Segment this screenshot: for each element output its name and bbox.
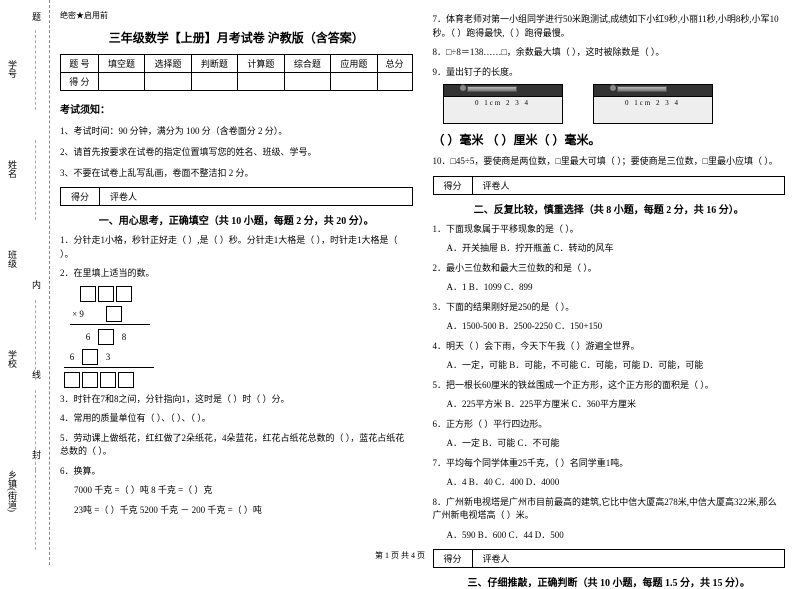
mult-row: × 9: [70, 306, 150, 325]
th: 判断题: [191, 55, 237, 73]
digit: 6: [80, 332, 96, 342]
ruler-ticks: 0 1cm 2 3 4: [449, 99, 557, 107]
score-label: 得分: [61, 188, 100, 205]
question: 8．广州新电视塔是广州市目前最高的建筑,它比中信大厦高278米,中信大厦高322…: [433, 496, 786, 523]
mult-row: 6 8: [80, 329, 413, 345]
side-label: 乡镇(街道): [6, 470, 19, 512]
score-header-table: 题 号 填空题 选择题 判断题 计算题 综合题 应用题 总分 得 分: [60, 54, 413, 91]
th: 填空题: [98, 55, 144, 73]
page-footer: 第 1 页 共 4 页: [0, 550, 800, 561]
side-label: 班级: [6, 250, 19, 268]
question: 6．换算。: [60, 465, 413, 479]
side-label: 学号: [6, 60, 19, 78]
side-label: 题: [30, 12, 43, 21]
rule-item: 2、请首先按要求在试卷的指定位置填写您的姓名、班级、学号。: [60, 145, 413, 158]
td: [284, 73, 330, 91]
question: 5．把一根长60厘米的铁丝围成一个正方形，这个正方形的面积是（ ）。: [433, 379, 786, 393]
cut-mark: 内: [30, 280, 43, 289]
digit: 8: [116, 332, 132, 342]
th: 题 号: [61, 55, 99, 73]
section-title: 二、反复比较，慎重选择（共 8 小题，每题 2 分，共 16 分）。: [433, 201, 786, 216]
question: 8．□÷8＝138……□，余数最大填（ ），这时被除数是（ ）。: [433, 46, 786, 60]
section-title: 三、仔细推敲，正确判断（共 10 小题，每题 1.5 分，共 15 分）。: [433, 574, 786, 589]
question-sub: 23吨 =（ ）千克 5200 千克 － 200 千克 =（ ）吨: [74, 504, 413, 518]
mult-row: [80, 286, 413, 302]
score-label: 得分: [434, 177, 473, 194]
td: [98, 73, 144, 91]
question: 3．时针在7和8之间，分针指向1，这时是（ ）时（ ）分。: [60, 393, 413, 407]
mult-row: 6 3: [64, 349, 154, 368]
side-label: 学校: [6, 350, 19, 368]
question: 7．平均每个同学体重25千克，（ ）名同学重1吨。: [433, 457, 786, 471]
td: [331, 73, 377, 91]
left-column: 绝密★启用前 三年级数学【上册】月考试卷 沪教版（含答案） 题 号 填空题 选择…: [60, 10, 413, 560]
question-sub: 7000 千克 =（ ）吨 8 千克 =（ ）克: [74, 484, 413, 498]
grader-label: 评卷人: [473, 177, 520, 194]
digit: 3: [100, 352, 116, 362]
question: 2．在里填上适当的数。: [60, 267, 413, 281]
question: 4．常用的质量单位有（ ）、（ ）、（ ）。: [60, 412, 413, 426]
score-box: 得分 评卷人: [433, 176, 786, 195]
question: 10．□45÷5，要使商是两位数，□里最大可填（ ）；要使商是三位数，□里最小应…: [433, 155, 786, 169]
mult-sign: × 9: [70, 309, 86, 319]
digit: 6: [64, 352, 80, 362]
question: 7．体育老师对第一小组同学进行50米跑测试,成绩如下小红9秒,小丽11秒,小明8…: [433, 13, 786, 40]
options: A．4 B．40 C．400 D．4000: [447, 476, 786, 490]
question: 4．明天（ ）会下雨，今天下午我（ ）游遍全世界。: [433, 340, 786, 354]
th: 应用题: [331, 55, 377, 73]
question: 6．正方形（ ）平行四边形。: [433, 418, 786, 432]
options: A．225平方米 B．225平方厘米 C．360平方厘米: [447, 398, 786, 412]
question: 2．最小三位数和最大三位数的和是（ ）。: [433, 262, 786, 276]
cut-mark: 线: [30, 370, 43, 379]
td: [191, 73, 237, 91]
th: 选择题: [145, 55, 191, 73]
question: 1．分针走1小格，秒针正好走（ ）,是（ ）秒。分针走1大格是（ ），时针走1大…: [60, 234, 413, 261]
grader-label: 评卷人: [100, 188, 147, 205]
cut-mark: 封: [30, 450, 43, 459]
ruler-row: 0 1cm 2 3 4 0 1cm 2 3 4: [443, 84, 786, 124]
th: 计算题: [238, 55, 284, 73]
secret-label: 绝密★启用前: [60, 10, 413, 21]
td: 得 分: [61, 73, 99, 91]
th: 总分: [377, 55, 412, 73]
question: 1．下面现象属于平移现象的是（ ）。: [433, 223, 786, 237]
rule-item: 1、考试时间：90 分钟，满分为 100 分（含卷面分 2 分）。: [60, 124, 413, 137]
right-column: 7．体育老师对第一小组同学进行50米跑测试,成绩如下小红9秒,小丽11秒,小明8…: [433, 10, 786, 560]
ruler-ticks: 0 1cm 2 3 4: [599, 99, 707, 107]
td: [377, 73, 412, 91]
score-box: 得分 评卷人: [60, 187, 413, 206]
th: 综合题: [284, 55, 330, 73]
td: [145, 73, 191, 91]
options: A．590 B．600 C．44 D．500: [447, 529, 786, 543]
options: A．一定，可能 B．可能，不可能 C．可能，可能 D．可能，可能: [447, 359, 786, 373]
exam-title: 三年级数学【上册】月考试卷 沪教版（含答案）: [60, 29, 413, 46]
options: A．1500-500 B．2500-2250 C．150+150: [447, 320, 786, 334]
mult-row: [64, 372, 413, 388]
td: [238, 73, 284, 91]
answer-line: （ ）毫米 （ ）厘米（ ）毫米。: [433, 131, 786, 149]
question: 3．下面的结果刚好是250的是（ ）。: [433, 301, 786, 315]
question: 9．量出钉子的长度。: [433, 66, 786, 80]
options: A．1 B．1099 C．899: [447, 281, 786, 295]
section-title: 一、用心思考，正确填空（共 10 小题，每题 2 分，共 20 分）。: [60, 212, 413, 227]
rule-item: 3、不要在试卷上乱写乱画，卷面不整洁扣 2 分。: [60, 166, 413, 179]
question: 5．劳动课上做纸花，红红做了2朵纸花，4朵蓝花，红花占纸花总数的（ ），蓝花占纸…: [60, 432, 413, 459]
binding-sidebar: 题 学号 姓名 班级 学校 乡镇(街道) 内 线 封: [0, 0, 50, 565]
ruler-diagram: 0 1cm 2 3 4: [443, 84, 563, 124]
ruler-diagram: 0 1cm 2 3 4: [593, 84, 713, 124]
options: A．一定 B．可能 C．不可能: [447, 437, 786, 451]
notice-title: 考试须知：: [60, 101, 413, 116]
options: A．开关抽屉 B．拧开瓶盖 C．转动的风车: [447, 242, 786, 256]
side-label: 姓名: [6, 160, 19, 178]
